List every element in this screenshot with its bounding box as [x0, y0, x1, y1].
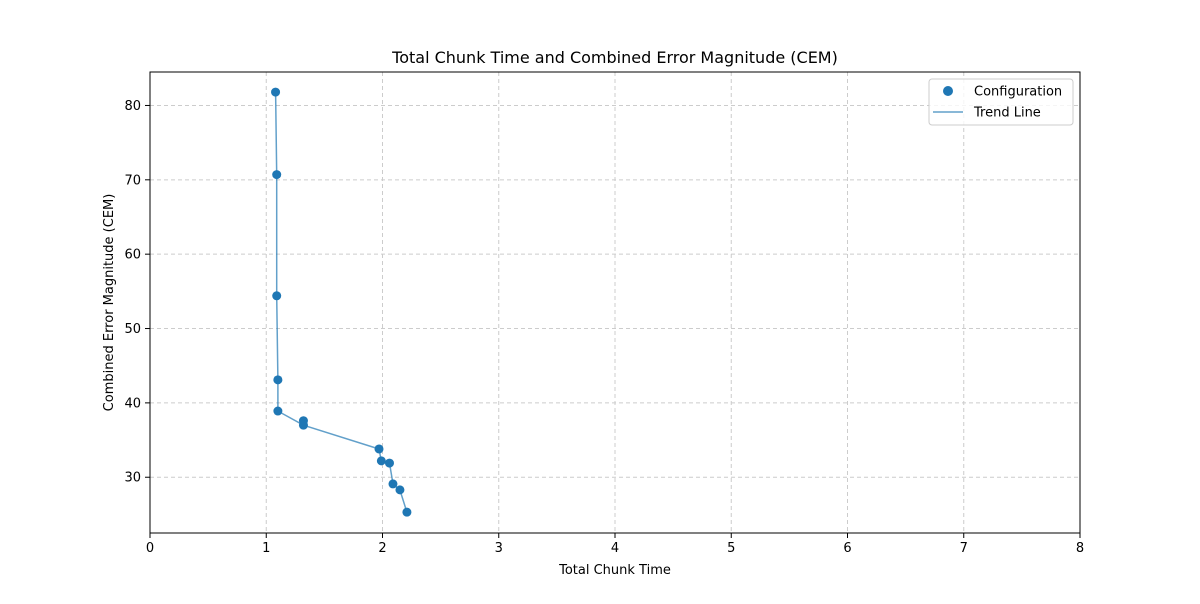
x-tick-label: 8	[1076, 541, 1084, 556]
x-tick-label: 6	[843, 541, 851, 556]
data-point	[402, 507, 412, 517]
data-point	[273, 406, 283, 416]
data-point	[374, 444, 384, 454]
data-point	[395, 485, 405, 495]
data-point	[271, 87, 281, 97]
x-axis-label: Total Chunk Time	[558, 563, 671, 578]
x-tick-label: 4	[611, 541, 619, 556]
legend-label-trend-line: Trend Line	[973, 106, 1041, 121]
x-axis-ticks: 0 1 2 3 4 5 6 7 8	[146, 533, 1084, 556]
chart-title: Total Chunk Time and Combined Error Magn…	[391, 48, 838, 67]
y-axis-ticks: 30 40 50 60 70 80	[124, 99, 150, 486]
legend-label-configuration: Configuration	[974, 85, 1062, 100]
legend: Configuration Trend Line	[928, 78, 1074, 126]
x-tick-label: 5	[727, 541, 735, 556]
y-tick-label: 50	[124, 322, 141, 337]
trend-layer	[274, 92, 408, 513]
y-tick-label: 60	[124, 248, 141, 263]
y-tick-label: 80	[124, 99, 141, 114]
data-point	[298, 420, 308, 430]
y-tick-label: 30	[124, 471, 141, 486]
data-point	[384, 458, 394, 468]
legend-marker-configuration	[943, 86, 953, 96]
data-point	[388, 479, 398, 489]
x-tick-label: 3	[495, 541, 503, 556]
data-point	[376, 456, 386, 466]
x-tick-label: 2	[378, 541, 386, 556]
y-axis-label: Combined Error Magnitude (CEM)	[102, 194, 117, 412]
plot-frame	[149, 71, 1081, 534]
trend-line	[274, 92, 408, 513]
data-point	[273, 375, 283, 385]
x-tick-label: 1	[262, 541, 270, 556]
data-point	[272, 170, 282, 180]
x-tick-label: 0	[146, 541, 154, 556]
y-tick-label: 70	[124, 173, 141, 188]
grid-layer	[149, 72, 1081, 533]
legend-box	[928, 78, 1074, 126]
data-point	[272, 291, 282, 301]
points-layer	[271, 87, 412, 517]
x-tick-label: 7	[960, 541, 968, 556]
y-tick-label: 40	[124, 396, 141, 411]
